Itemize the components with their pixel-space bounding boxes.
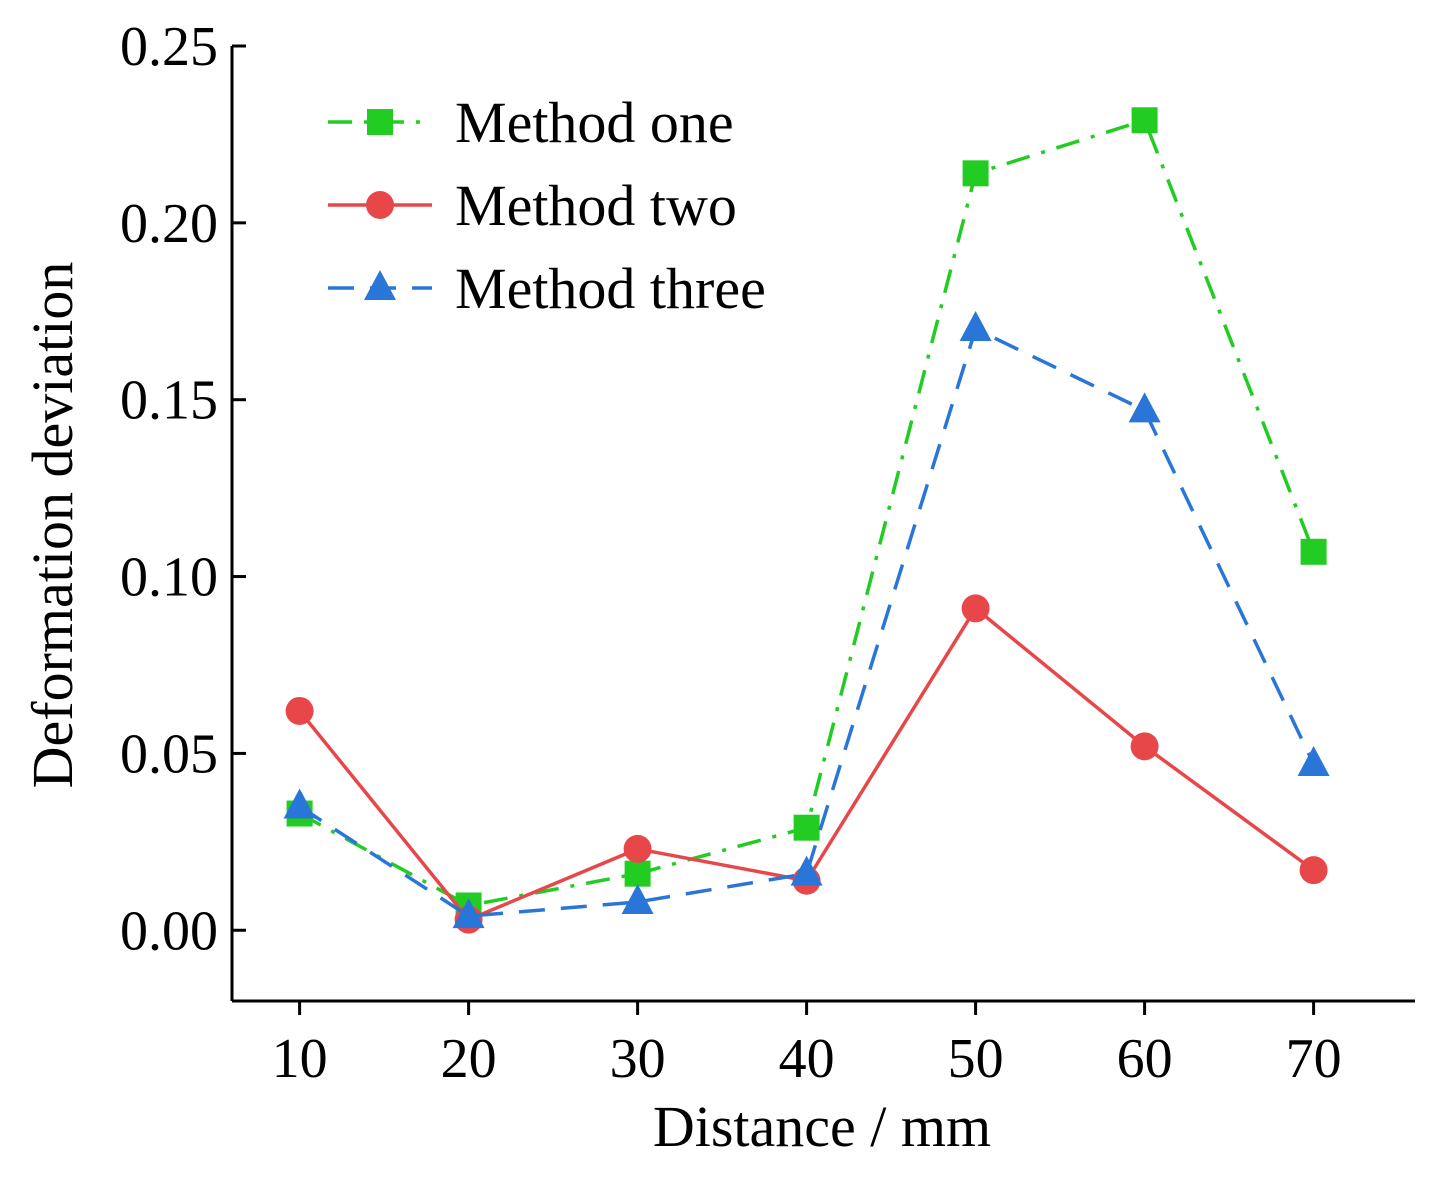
data-point-marker (790, 855, 823, 886)
data-point-marker (1300, 538, 1327, 565)
x-tick-label: 20 (441, 1028, 497, 1090)
legend-marker (367, 109, 393, 135)
series-method-three (283, 310, 1330, 929)
y-tick-label: 0.05 (120, 723, 218, 785)
data-point-marker (961, 594, 990, 623)
legend-label: Method one (455, 90, 734, 155)
x-tick-label: 40 (779, 1028, 835, 1090)
data-point-marker (1299, 856, 1328, 885)
data-point-marker (1128, 392, 1161, 423)
legend-entry: Method three (328, 256, 766, 321)
x-tick-label: 70 (1286, 1028, 1342, 1090)
data-point-marker (1297, 746, 1330, 777)
data-point-marker (1130, 732, 1159, 761)
data-point-marker (1131, 107, 1158, 134)
x-tick-label: 10 (272, 1028, 328, 1090)
data-point-marker (621, 883, 654, 914)
data-point-marker (962, 160, 989, 187)
data-point-marker (793, 814, 820, 841)
y-tick-label: 0.25 (120, 16, 218, 78)
series-line (298, 118, 1316, 908)
data-point-marker (624, 860, 651, 887)
y-tick-label: 0.00 (120, 900, 218, 962)
y-tick-label: 0.15 (120, 370, 218, 432)
x-tick-label: 30 (610, 1028, 666, 1090)
legend-entry: Method one (328, 90, 734, 155)
x-tick-label: 60 (1117, 1028, 1173, 1090)
y-axis-title: Deformation deviation (20, 262, 85, 789)
series-method-one (286, 107, 1327, 919)
legend-label: Method three (455, 256, 766, 321)
axes: 0.00 0.05 0.10 0.15 0.20 0.25 10 20 30 40 50 60 70 (120, 16, 1415, 1090)
data-point-marker (959, 310, 992, 341)
legend-label: Method two (455, 173, 737, 238)
x-axis-title: Distance / mm (653, 1094, 991, 1159)
data-point-marker (452, 898, 485, 929)
legend: Method one Method two Method three (328, 90, 766, 321)
y-tick-label: 0.10 (120, 547, 218, 609)
data-point-marker (623, 834, 652, 863)
series-layer (283, 107, 1330, 934)
y-tick-label: 0.20 (120, 193, 218, 255)
data-point-marker (285, 696, 314, 725)
legend-marker (364, 270, 396, 300)
x-tick-label: 50 (948, 1028, 1004, 1090)
legend-entry: Method two (328, 173, 737, 238)
data-point-marker (283, 788, 316, 819)
legend-marker (366, 191, 394, 219)
